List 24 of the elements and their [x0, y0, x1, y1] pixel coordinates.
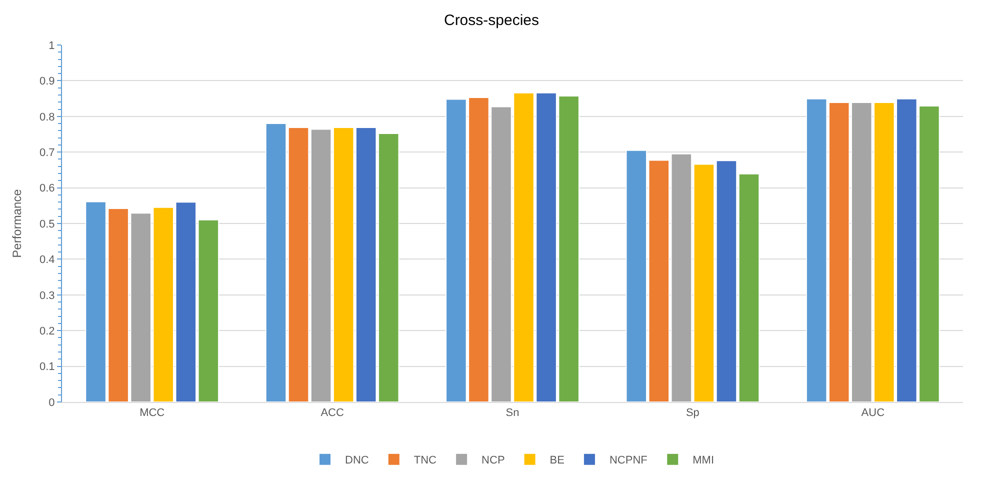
x-tick-label: AUC: [861, 407, 885, 420]
y-tick-label: 0: [48, 396, 55, 409]
y-axis-title: Performance: [10, 188, 24, 258]
y-tick-label: 0.1: [40, 361, 55, 374]
x-tick-label: Sn: [506, 407, 520, 420]
y-tick-label: 0.3: [40, 290, 55, 302]
y-tick-label: 1: [48, 40, 55, 52]
legend-label: NCP: [482, 454, 505, 467]
y-tick-label: 0.2: [40, 325, 55, 338]
legend-label: TNC: [414, 454, 437, 467]
legend-label: DNC: [345, 454, 369, 467]
y-tick-label: 0.6: [40, 182, 55, 195]
x-tick-label: Sp: [686, 407, 700, 420]
legend-label: MMI: [692, 454, 714, 467]
y-tick-label: 0.5: [40, 218, 55, 230]
legend-label: BE: [550, 454, 564, 467]
x-tick-label: ACC: [320, 407, 344, 420]
y-tick-label: 0.4: [40, 254, 55, 266]
x-tick-label: MCC: [140, 407, 165, 420]
chart-title: Cross-species: [444, 12, 540, 30]
legend-label: NCPNF: [609, 454, 648, 467]
y-tick-label: 0.7: [40, 146, 55, 159]
y-tick-label: 0.9: [40, 76, 55, 88]
y-tick-label: 0.8: [40, 111, 55, 124]
